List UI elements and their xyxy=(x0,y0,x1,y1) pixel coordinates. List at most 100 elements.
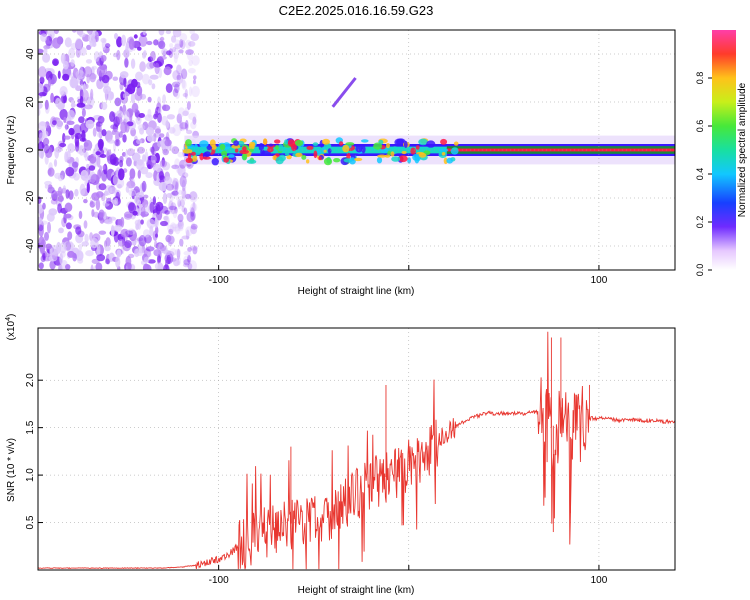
noise-blob xyxy=(67,109,75,120)
noise-blob xyxy=(119,71,129,79)
noise-blob xyxy=(188,260,197,270)
noise-blob xyxy=(118,131,123,138)
signal-blob xyxy=(377,154,387,158)
noise-blob xyxy=(163,249,171,255)
noise-blob xyxy=(39,220,48,225)
noise-blob xyxy=(190,33,199,41)
colorbar-tick-label: 0.2 xyxy=(695,216,705,229)
noise-blob xyxy=(172,178,179,190)
noise-blob xyxy=(171,223,179,229)
noise-blob xyxy=(185,193,192,200)
noise-blob xyxy=(153,113,158,120)
signal-blob xyxy=(242,152,248,161)
noise-blob xyxy=(68,127,75,136)
noise-blob xyxy=(106,197,112,204)
signal-blob xyxy=(349,157,356,165)
signal-tail-core xyxy=(446,148,675,152)
noise-blob xyxy=(173,258,180,267)
noise-blob xyxy=(135,71,143,81)
noise-blob xyxy=(105,43,111,49)
noise-blob xyxy=(157,254,161,265)
noise-blob xyxy=(192,116,197,125)
noise-blob xyxy=(100,54,107,62)
colorbar: 0.0 0.2 0.4 0.6 0.8 Normalized spectral ampl… xyxy=(695,30,748,276)
noise-blob xyxy=(158,55,167,60)
noise-blob xyxy=(105,130,113,142)
noise-blob xyxy=(138,113,145,118)
noise-blob xyxy=(175,164,183,174)
noise-blob xyxy=(59,242,67,254)
x-tick-label: -100 xyxy=(209,575,229,586)
noise-blob xyxy=(47,221,51,234)
snr-scale-prefix: (x10 xyxy=(6,320,17,340)
noise-blob xyxy=(57,174,64,182)
noise-blob xyxy=(98,140,104,151)
noise-blob xyxy=(176,113,182,124)
signal-blob xyxy=(418,152,427,158)
noise-blob xyxy=(168,241,173,247)
noise-blob xyxy=(85,119,95,129)
y-tick-label: 20 xyxy=(25,96,36,108)
noise-blob xyxy=(76,102,86,108)
noise-blob xyxy=(168,210,177,215)
noise-blob xyxy=(90,237,99,249)
signal-blob xyxy=(284,139,289,145)
noise-blob xyxy=(158,40,166,50)
noise-blob xyxy=(100,193,106,202)
noise-blob xyxy=(75,37,83,50)
noise-blob xyxy=(169,248,177,256)
signal-blob xyxy=(390,151,395,157)
snr-ticks: -100 100 0.5 1.0 1.5 2.0 xyxy=(25,373,608,586)
noise-blob xyxy=(188,67,196,74)
noise-blob xyxy=(85,250,94,257)
noise-blob xyxy=(182,255,189,268)
noise-blob xyxy=(126,148,135,157)
noise-blob xyxy=(179,199,185,207)
noise-blob xyxy=(142,121,149,131)
noise-blob xyxy=(57,203,62,214)
noise-blob xyxy=(145,172,153,179)
signal-blob xyxy=(274,139,281,144)
noise-blob xyxy=(179,175,187,188)
svg-text:(x104): (x104) xyxy=(5,314,17,341)
noise-blob xyxy=(154,240,158,248)
noise-blob xyxy=(164,139,172,147)
noise-blob xyxy=(188,112,197,121)
noise-blob xyxy=(63,116,67,123)
signal-blob xyxy=(192,155,198,162)
noise-blob xyxy=(155,233,158,238)
noise-blob xyxy=(92,127,97,137)
noise-blob xyxy=(185,49,195,55)
noise-blob xyxy=(168,200,174,213)
colorbar-ticks: 0.0 0.2 0.4 0.6 0.8 xyxy=(695,72,712,276)
noise-blob xyxy=(86,163,90,169)
noise-blob xyxy=(143,194,149,199)
noise-blob xyxy=(79,137,87,142)
signal-blob xyxy=(391,156,401,162)
noise-blob xyxy=(177,226,184,232)
noise-blob xyxy=(173,52,178,64)
noise-blob xyxy=(52,37,61,49)
noise-blob xyxy=(115,130,120,143)
noise-blob xyxy=(193,75,197,80)
signal-blob xyxy=(306,159,310,164)
signal-blob xyxy=(355,144,363,153)
spectrogram-x-axis-label: Height of straight line (km) xyxy=(298,286,415,297)
noise-blob xyxy=(83,220,88,229)
noise-blob xyxy=(124,240,132,249)
noise-blob xyxy=(112,76,119,81)
noise-blob xyxy=(38,108,41,116)
signal-blob xyxy=(323,157,333,166)
noise-blob xyxy=(162,94,167,104)
noise-blob xyxy=(190,222,196,234)
noise-blob xyxy=(182,183,187,192)
noise-blob xyxy=(69,77,78,89)
noise-blob xyxy=(159,36,165,42)
noise-blob xyxy=(188,86,193,97)
noise-blob xyxy=(167,224,175,233)
noise-blob xyxy=(119,159,124,168)
noise-blob xyxy=(135,192,145,198)
noise-blob xyxy=(158,181,168,192)
noise-blob xyxy=(90,200,94,205)
noise-blob xyxy=(172,88,179,97)
